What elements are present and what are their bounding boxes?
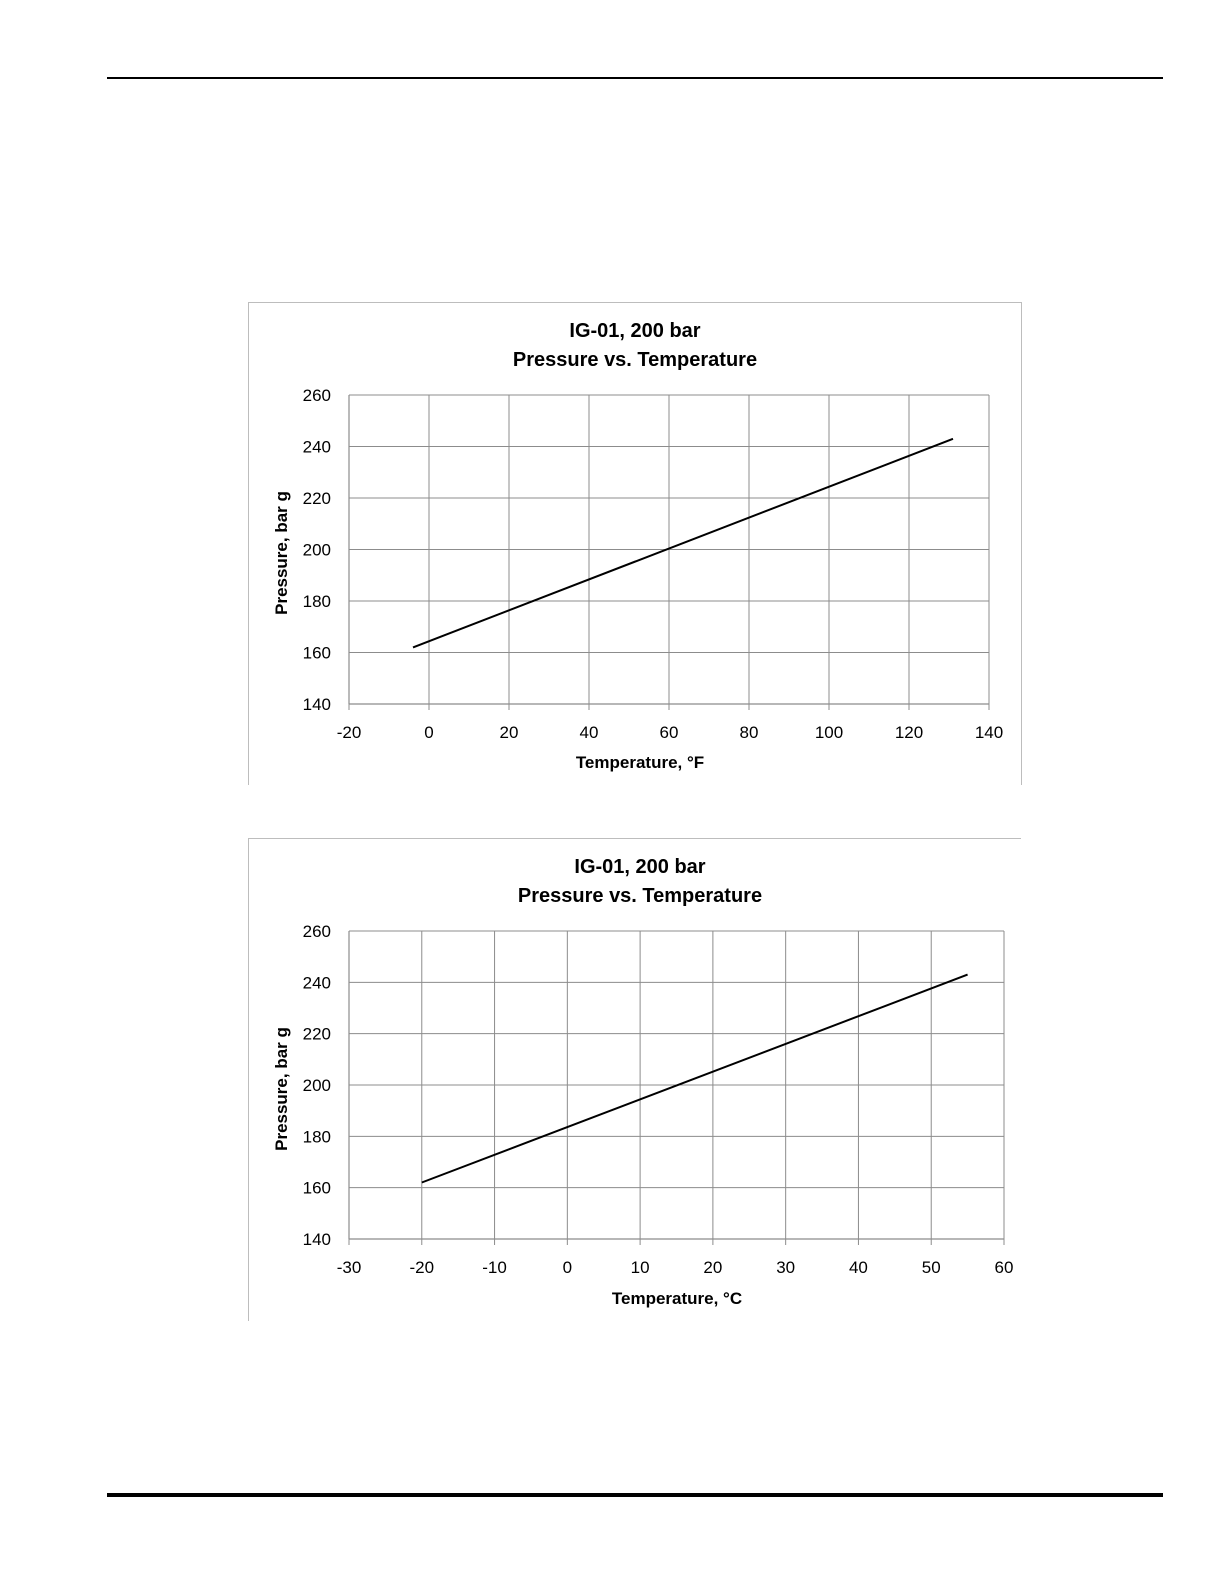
chart-svg: IG-01, 200 bar Pressure vs. Temperature …	[272, 320, 1004, 772]
x-axis-title: Temperature, °C	[612, 1289, 742, 1308]
y-tick-label: 140	[303, 1230, 331, 1249]
x-tick-label: 80	[740, 723, 759, 742]
y-tick-label: 240	[303, 438, 331, 457]
x-tick-label: -20	[337, 723, 362, 742]
x-tick-label: 60	[660, 723, 679, 742]
x-tick-label: 30	[776, 1258, 795, 1277]
y-tick-label: 180	[303, 592, 331, 611]
y-tick-label: 140	[303, 695, 331, 714]
pressure-vs-temperature-celsius-chart: IG-01, 200 bar Pressure vs. Temperature …	[248, 838, 1021, 1321]
pressure-vs-temperature-fahrenheit-chart: IG-01, 200 bar Pressure vs. Temperature …	[248, 302, 1022, 785]
chart-svg: IG-01, 200 bar Pressure vs. Temperature …	[272, 856, 1014, 1308]
y-tick-label: 200	[303, 1076, 331, 1095]
footer-rule	[107, 1493, 1163, 1497]
x-tick-label: 50	[922, 1258, 941, 1277]
y-tick-label: 260	[303, 922, 331, 941]
x-tick-label: 100	[815, 723, 843, 742]
y-tick-label: 200	[303, 541, 331, 560]
x-axis-title: Temperature, °F	[576, 753, 704, 772]
x-tick-label: -30	[337, 1258, 362, 1277]
chart-subtitle: Pressure vs. Temperature	[518, 885, 762, 907]
x-tick-label: 10	[631, 1258, 650, 1277]
header-rule	[107, 77, 1163, 79]
x-tick-label: 40	[849, 1258, 868, 1277]
x-tick-label: 140	[975, 723, 1003, 742]
series-line	[421, 973, 968, 1184]
x-tick-label: 60	[995, 1258, 1014, 1277]
x-tick-label: 20	[703, 1258, 722, 1277]
x-tick-label: 120	[895, 723, 923, 742]
chart-title: IG-01, 200 bar	[569, 320, 700, 342]
x-tick-label: 0	[424, 723, 433, 742]
x-tick-label: 0	[563, 1258, 572, 1277]
y-tick-label: 220	[303, 1025, 331, 1044]
x-tick-label: -10	[482, 1258, 507, 1277]
y-tick-label: 240	[303, 973, 331, 992]
y-tick-label: 260	[303, 386, 331, 405]
y-tick-label: 160	[303, 1179, 331, 1198]
x-tick-label: 20	[500, 723, 519, 742]
y-axis-title: Pressure, bar g	[272, 491, 291, 615]
y-axis-title: Pressure, bar g	[272, 1027, 291, 1151]
x-tick-label: -20	[409, 1258, 434, 1277]
plot-area: -30 -20 -10 0 10 20 30 40 50 60 140 160 180 200 220 240…	[303, 922, 1014, 1277]
plot-area: -20 0 20 40 60 80 100 120 140 140 160 180 200 220 240 2…	[303, 386, 1004, 742]
chart-subtitle: Pressure vs. Temperature	[513, 349, 757, 371]
x-tick-label: 40	[580, 723, 599, 742]
chart-title: IG-01, 200 bar	[574, 856, 705, 878]
y-tick-label: 160	[303, 644, 331, 663]
series-line	[412, 437, 954, 649]
y-tick-label: 180	[303, 1127, 331, 1146]
y-tick-label: 220	[303, 489, 331, 508]
